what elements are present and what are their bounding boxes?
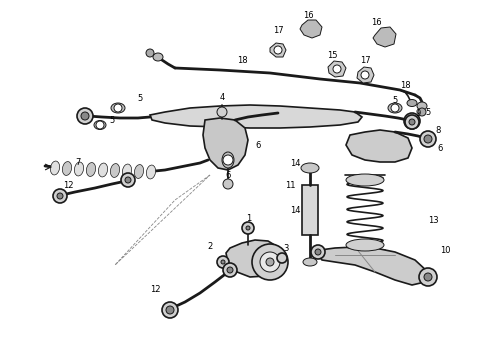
Ellipse shape [301,163,319,173]
Polygon shape [203,118,248,170]
Ellipse shape [346,174,384,186]
Circle shape [420,131,436,147]
Polygon shape [346,130,412,162]
Circle shape [114,104,122,112]
Polygon shape [150,105,362,128]
Ellipse shape [388,103,402,113]
Text: 14: 14 [290,158,300,167]
Circle shape [217,107,227,117]
Circle shape [121,173,135,187]
Text: 17: 17 [273,26,283,35]
Polygon shape [270,43,286,57]
Ellipse shape [153,53,163,61]
Text: 9: 9 [416,108,420,117]
Circle shape [125,177,131,183]
Circle shape [311,245,325,259]
Text: 16: 16 [371,18,381,27]
Text: 5: 5 [137,94,143,103]
Text: 15: 15 [327,50,337,59]
Circle shape [391,104,399,112]
Circle shape [53,189,67,203]
Text: 6: 6 [225,171,231,180]
Text: 7: 7 [75,158,81,166]
Ellipse shape [62,162,72,175]
Text: 18: 18 [237,55,247,64]
Circle shape [424,273,432,281]
Ellipse shape [134,165,144,179]
Ellipse shape [222,152,234,168]
Text: 1: 1 [246,213,252,222]
Circle shape [274,46,282,54]
Text: 11: 11 [285,180,295,189]
Text: 2: 2 [207,242,213,251]
Text: 4: 4 [220,93,224,102]
Ellipse shape [74,162,84,176]
Circle shape [419,268,437,286]
Text: 12: 12 [150,285,160,294]
Circle shape [217,256,229,268]
Circle shape [404,113,420,129]
Text: 13: 13 [428,216,439,225]
Text: 12: 12 [63,180,73,189]
Ellipse shape [417,102,427,110]
Circle shape [223,179,233,189]
Circle shape [361,71,369,79]
Ellipse shape [110,163,120,177]
Polygon shape [302,185,318,235]
Circle shape [418,108,426,116]
Circle shape [221,260,225,264]
Polygon shape [300,20,322,38]
Circle shape [227,267,233,273]
Ellipse shape [94,121,106,130]
Ellipse shape [50,161,60,175]
Text: 18: 18 [400,81,410,90]
Circle shape [424,135,432,143]
Circle shape [146,49,154,57]
Text: 8: 8 [435,126,441,135]
Circle shape [252,244,288,280]
Circle shape [260,252,280,272]
Circle shape [223,263,237,277]
Polygon shape [328,61,346,77]
Text: 3: 3 [283,243,289,252]
Circle shape [223,155,233,165]
Circle shape [333,65,341,73]
Circle shape [81,112,89,120]
Ellipse shape [98,163,108,177]
Polygon shape [357,67,374,83]
Circle shape [162,302,178,318]
Circle shape [409,119,415,125]
Ellipse shape [303,258,317,266]
Circle shape [277,253,287,263]
Polygon shape [226,240,282,277]
Ellipse shape [147,165,156,179]
Circle shape [77,108,93,124]
Circle shape [266,258,274,266]
Text: 14: 14 [290,206,300,215]
Circle shape [96,121,104,129]
Circle shape [57,193,63,199]
Circle shape [246,226,250,230]
Text: 10: 10 [440,246,450,255]
Polygon shape [318,247,428,285]
Circle shape [242,222,254,234]
Ellipse shape [407,99,417,107]
Polygon shape [373,27,396,47]
Ellipse shape [346,239,384,251]
Circle shape [408,117,416,125]
Ellipse shape [86,163,96,176]
Ellipse shape [111,103,125,113]
Text: 16: 16 [303,10,313,19]
Text: 5: 5 [392,95,397,104]
Text: 5: 5 [425,108,431,117]
Circle shape [166,306,174,314]
Text: 17: 17 [360,55,370,64]
Text: 6: 6 [255,140,261,149]
Ellipse shape [122,164,132,178]
Text: 5: 5 [109,116,115,125]
Circle shape [315,249,321,255]
Text: 6: 6 [437,144,442,153]
Circle shape [405,115,419,129]
